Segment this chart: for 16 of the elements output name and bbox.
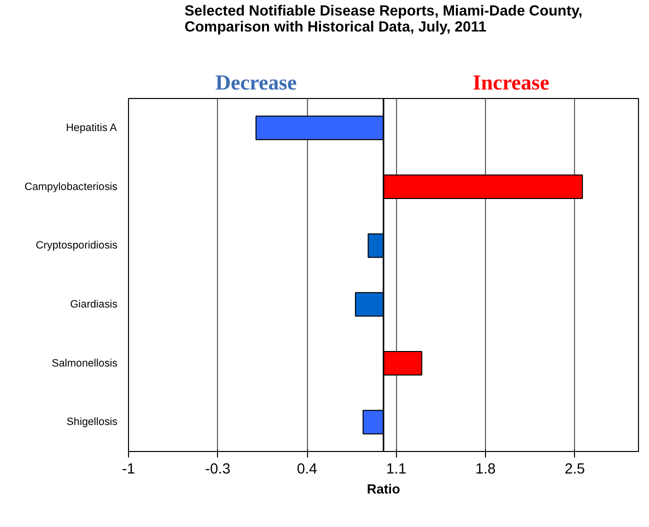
y-tick-label: Campylobacteriosis	[24, 180, 118, 193]
text: Decrease	[215, 70, 297, 94]
text: Increase	[472, 70, 550, 94]
x-tick-label: -0.3	[205, 462, 230, 478]
y-tick-label: Salmonellosis	[52, 357, 118, 370]
y-tick-label: Hepatitis A	[66, 122, 118, 134]
y-tick-label: Giardiasis	[70, 298, 118, 310]
chart-title: Selected Notifiable Disease Reports, Miami-Dade County, Comparison with Historical Data, July, 2011	[184, 4, 583, 36]
x-tick-label: 1.8	[475, 462, 496, 478]
x-tick-label: 2.5	[564, 462, 585, 478]
x-tick-label: 0.4	[296, 462, 318, 478]
x-tick-label: -1	[122, 462, 136, 478]
x-axis-title: Ratio	[366, 482, 400, 496]
y-tick-label: Cryptosporidiosis	[36, 240, 118, 252]
x-tick-label: 1.1	[386, 462, 406, 478]
y-tick-label: Shigellosis	[66, 416, 118, 428]
